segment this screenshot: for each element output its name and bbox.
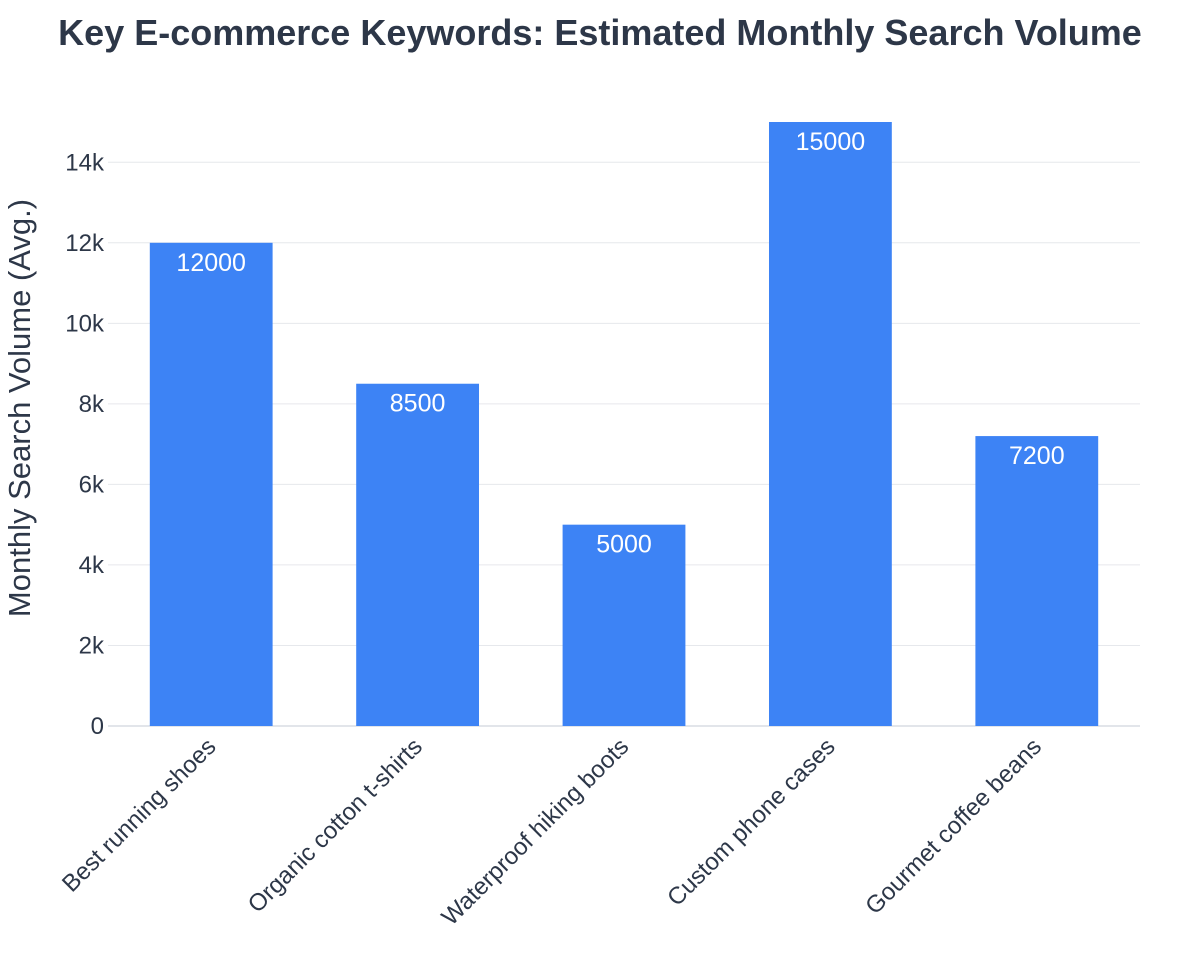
y-axis-ticks: 0 2k 4k 6k 8k 10k 12k 14k — [65, 149, 105, 740]
data-labels: 12000 8500 5000 15000 7200 — [176, 128, 1064, 559]
y-tick-label: 4k — [79, 552, 105, 579]
x-tick-label: Gourmet coffee beans — [860, 733, 1047, 920]
data-label: 12000 — [176, 249, 246, 277]
data-label: 15000 — [796, 128, 866, 156]
bar — [562, 524, 686, 726]
bar — [768, 122, 892, 726]
y-tick-label: 12k — [65, 230, 105, 257]
y-tick-label: 10k — [65, 310, 105, 337]
bar — [149, 242, 273, 727]
bar — [975, 436, 1099, 726]
y-tick-label: 14k — [65, 149, 105, 176]
x-tick-label: Waterproof hiking boots — [437, 733, 635, 931]
y-tick-label: 2k — [79, 632, 105, 659]
data-label: 5000 — [596, 531, 652, 559]
y-tick-label: 8k — [79, 391, 105, 418]
y-axis-label: Monthly Search Volume (Avg.) — [2, 199, 37, 617]
x-tick-label: Best running shoes — [57, 733, 221, 897]
bars — [149, 122, 1099, 727]
x-tick-label: Organic cotton t-shirts — [243, 733, 428, 918]
data-label: 8500 — [390, 390, 446, 418]
data-label: 7200 — [1009, 442, 1065, 470]
x-axis-ticks: Best running shoes Organic cotton t-shirt… — [57, 733, 1047, 931]
x-tick-label: Custom phone cases — [662, 733, 841, 912]
y-tick-label: 0 — [91, 713, 104, 740]
chart-title: Key E-commerce Keywords: Estimated Month… — [58, 12, 1142, 53]
grid-lines — [108, 161, 1140, 727]
y-tick-label: 6k — [79, 471, 105, 498]
bar — [356, 383, 480, 726]
